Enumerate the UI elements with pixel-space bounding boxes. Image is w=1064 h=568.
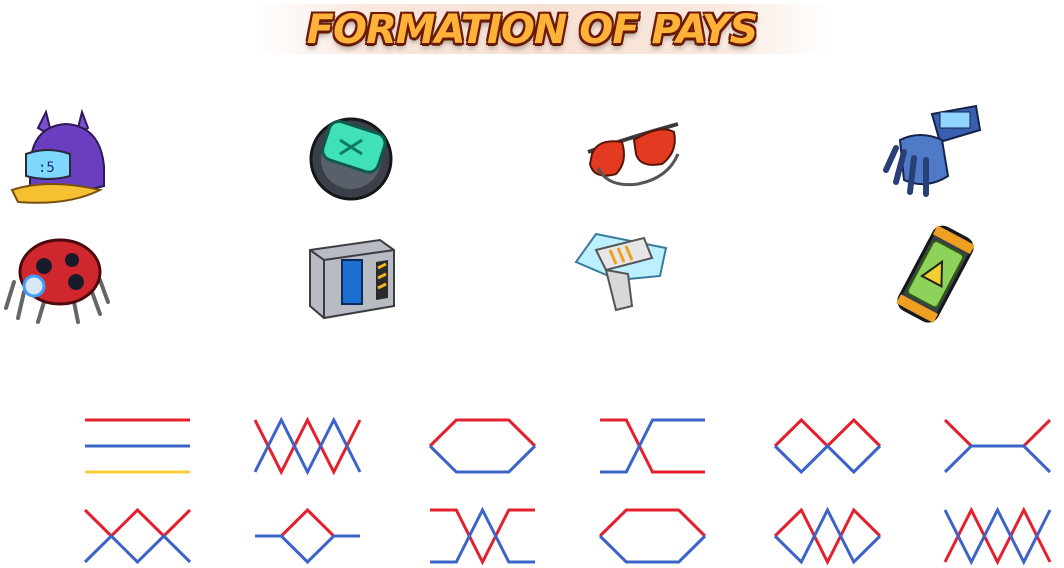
payline-2-blue-line	[253, 416, 362, 476]
payline-3	[428, 418, 537, 474]
robot-bug-icon	[4, 222, 114, 332]
payline-2	[253, 416, 362, 476]
payline-10-red-line	[598, 508, 707, 538]
payline-5	[773, 417, 882, 475]
payline-10	[598, 508, 707, 564]
page-title: FORMATION OF PAYS	[306, 7, 759, 53]
payline-12	[943, 506, 1052, 566]
payline-1	[85, 418, 190, 474]
payline-9	[430, 506, 535, 566]
payline-5-red-line	[773, 417, 882, 449]
payline-2-red-line	[253, 416, 362, 476]
payline-11	[773, 506, 882, 566]
payline-3-red-line	[428, 418, 537, 448]
payline-8-blue-line	[255, 534, 360, 565]
payline-4-red-line	[600, 418, 705, 474]
payline-8-red-line	[255, 507, 360, 538]
payline-3-blue-line	[428, 444, 537, 474]
svg-text::5: :5	[38, 160, 55, 176]
canister-icon	[880, 220, 990, 330]
sunglasses-icon	[578, 108, 688, 218]
payline-7-blue-line	[83, 533, 192, 565]
title-banner	[255, 4, 830, 54]
laser-gun-icon	[566, 220, 676, 330]
payline-6-red-line	[943, 418, 1052, 448]
cap-icon: :5	[8, 106, 118, 216]
payline-11-red-line	[773, 507, 882, 566]
payline-7	[83, 507, 192, 565]
payline-8	[255, 507, 360, 565]
payline-10-blue-line	[598, 534, 707, 564]
payline-11-blue-line	[773, 506, 882, 565]
payline-5-blue-line	[773, 443, 882, 475]
payline-4	[600, 418, 705, 474]
payline-7-red-line	[83, 507, 192, 539]
payline-9-blue-line	[430, 506, 535, 564]
payline-12-red-line	[943, 506, 1052, 566]
payline-9-red-line	[430, 508, 535, 566]
metal-case-icon	[296, 222, 406, 332]
payline-4-blue-line	[600, 418, 705, 474]
payline-6	[943, 418, 1052, 474]
glove-icon	[880, 100, 990, 210]
payline-6-blue-line	[943, 444, 1052, 474]
payline-12-blue-line	[943, 506, 1052, 566]
watch-icon	[296, 104, 406, 214]
